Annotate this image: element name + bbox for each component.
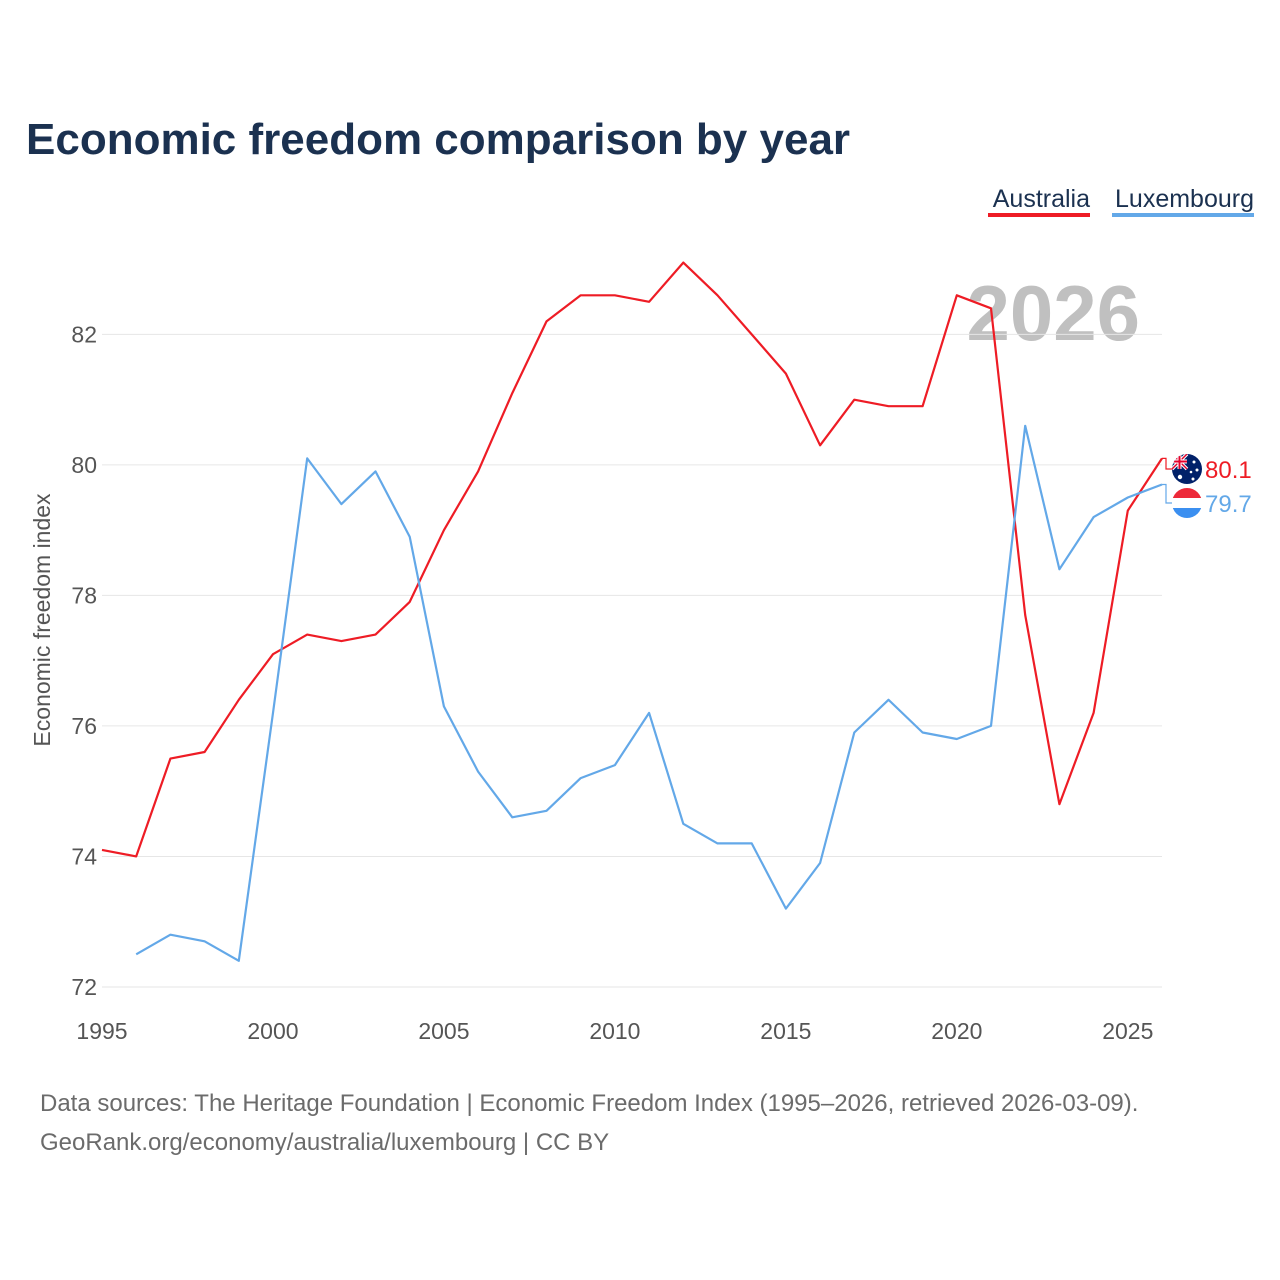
gridlines (102, 333, 1162, 988)
x-tick-2005: 2005 (418, 1018, 469, 1044)
legend: Australia Luxembourg (988, 185, 1254, 217)
y-tick-76: 76 (71, 713, 97, 739)
end-label-australia: 80.1 (1205, 457, 1252, 484)
x-tick-1995: 1995 (76, 1018, 127, 1044)
end-markers: 80.1 79.7 (1162, 454, 1252, 518)
source-line-1: Data sources: The Heritage Foundation | … (40, 1090, 1138, 1117)
series-lines (101, 261, 1163, 962)
australia-flag-icon (1172, 454, 1202, 484)
luxembourg-flag-icon (1172, 488, 1202, 518)
series-line-luxembourg[interactable] (135, 424, 1163, 962)
end-connector-australia (1162, 457, 1172, 470)
series-line-australia[interactable] (101, 261, 1163, 858)
chart-title: Economic freedom comparison by year (26, 115, 850, 164)
x-tick-2025: 2025 (1102, 1018, 1153, 1044)
x-axis-ticks: 1995 2000 2005 2010 2015 2020 2025 (76, 1018, 1153, 1044)
legend-item-australia[interactable]: Australia (993, 185, 1090, 213)
legend-item-luxembourg[interactable]: Luxembourg (1115, 185, 1254, 213)
y-tick-82: 82 (71, 321, 97, 347)
end-label-luxembourg: 79.7 (1205, 491, 1252, 518)
y-axis-ticks: 72 74 76 78 80 82 (71, 321, 97, 1000)
end-connector-luxembourg (1162, 483, 1172, 504)
x-tick-2000: 2000 (247, 1018, 298, 1044)
y-tick-72: 72 (71, 974, 97, 1000)
y-tick-80: 80 (71, 452, 97, 478)
y-tick-74: 74 (71, 843, 97, 869)
legend-swatch-luxembourg (1112, 213, 1254, 217)
source-line-2: GeoRank.org/economy/australia/luxembourg… (40, 1129, 609, 1156)
x-tick-2020: 2020 (931, 1018, 982, 1044)
y-tick-78: 78 (71, 582, 97, 608)
x-tick-2010: 2010 (589, 1018, 640, 1044)
y-axis-title: Economic freedom index (29, 493, 55, 747)
x-tick-2015: 2015 (760, 1018, 811, 1044)
legend-swatch-australia (988, 213, 1090, 217)
